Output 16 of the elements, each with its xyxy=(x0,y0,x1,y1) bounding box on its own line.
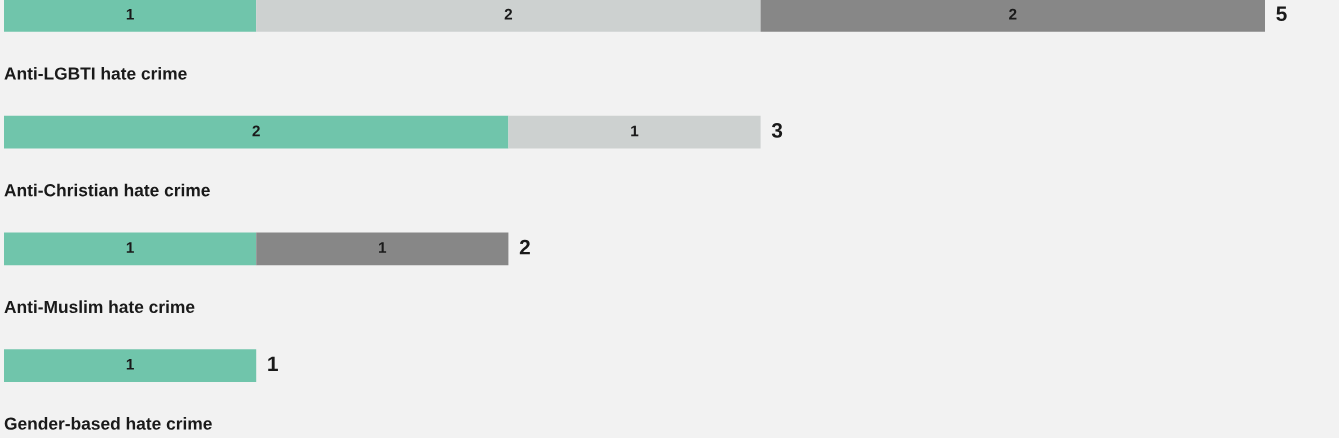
y-tick-label: Anti-Christian hate crime xyxy=(4,183,210,197)
total-label: 2 xyxy=(519,239,530,255)
total-label: 1 xyxy=(268,356,278,371)
data-label: 1 xyxy=(126,359,134,370)
total-label: 5 xyxy=(1276,6,1287,22)
data-label: 1 xyxy=(631,125,639,137)
total-label: 3 xyxy=(771,123,783,138)
y-tick-label: Anti-LGBTI hate crime xyxy=(4,66,187,80)
data-label: 1 xyxy=(126,8,134,20)
data-label: 2 xyxy=(1009,8,1017,20)
data-label: 1 xyxy=(379,242,387,253)
data-label: 2 xyxy=(504,8,513,20)
y-tick-label: Gender-based hate crime xyxy=(4,417,212,430)
y-tick-label: Anti-Muslim hate crime xyxy=(4,300,195,314)
data-label: 2 xyxy=(252,125,260,137)
data-label: 1 xyxy=(126,242,134,253)
